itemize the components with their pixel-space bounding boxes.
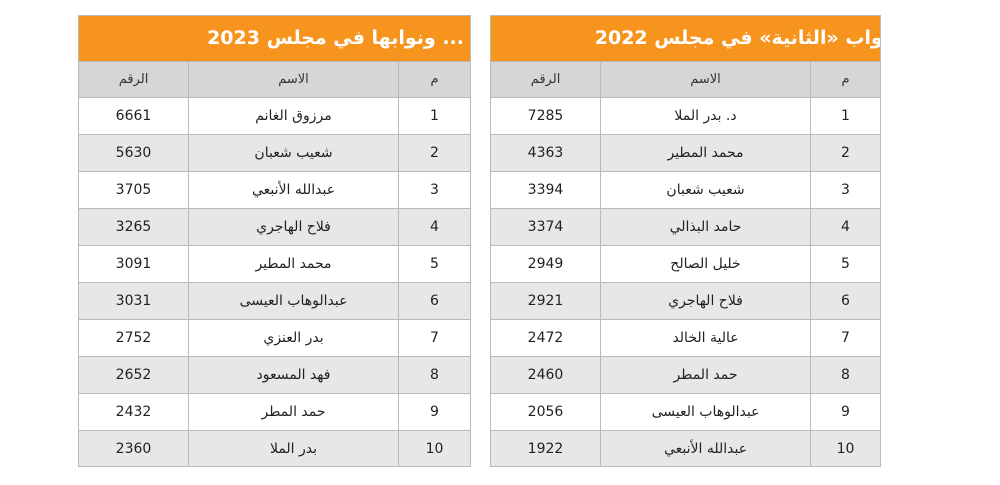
cell-number: 3374 xyxy=(527,219,564,235)
table-row: 3394 شعيب شعبان 3 xyxy=(491,171,880,208)
cell-index: 3 xyxy=(398,172,470,208)
cell-number: 3091 xyxy=(115,256,152,272)
cell-index: 5 xyxy=(810,246,880,282)
cell-number: 3705 xyxy=(115,182,152,198)
table-row: 3265 فلاح الهاجري 4 xyxy=(79,208,470,245)
header-name: الاسم xyxy=(600,62,810,97)
header-name: الاسم xyxy=(188,62,398,97)
cell-number: 5630 xyxy=(115,145,152,161)
cell-number: 2652 xyxy=(115,367,152,383)
cell-number: 2921 xyxy=(527,293,564,309)
table-row: 3031 عبدالوهاب العيسى 6 xyxy=(79,282,470,319)
cell-index: 1 xyxy=(810,98,880,134)
cell-name: مرزوق الغانم xyxy=(188,98,398,134)
cell-index: 4 xyxy=(810,209,880,245)
cell-index: 2 xyxy=(398,135,470,171)
cell-index: 7 xyxy=(810,320,880,356)
cell-index: 9 xyxy=(398,394,470,430)
table-row: 2921 فلاح الهاجري 6 xyxy=(491,282,880,319)
header-number: الرقم xyxy=(530,72,561,87)
table-row: 3091 محمد المطير 5 xyxy=(79,245,470,282)
table-row: 2472 عالية الخالد 7 xyxy=(491,319,880,356)
cell-number: 4363 xyxy=(527,145,564,161)
cell-number: 2472 xyxy=(527,330,564,346)
cell-index: 8 xyxy=(810,357,880,393)
cell-name: بدر العنزي xyxy=(188,320,398,356)
cell-number: 2432 xyxy=(115,404,152,420)
cell-name: فهد المسعود xyxy=(188,357,398,393)
right-results-table: نواب «الثانية» في مجلس 2022 الرقم الاسم … xyxy=(490,15,881,467)
cell-name: بدر الملا xyxy=(188,431,398,466)
cell-index: 10 xyxy=(398,431,470,466)
cell-index: 4 xyxy=(398,209,470,245)
cell-number: 2360 xyxy=(115,441,152,457)
table-row: 3705 عبدالله الأنبعي 3 xyxy=(79,171,470,208)
cell-index: 1 xyxy=(398,98,470,134)
cell-index: 6 xyxy=(810,283,880,319)
table-row: 6661 مرزوق الغانم 1 xyxy=(79,97,470,134)
cell-number: 7285 xyxy=(527,108,564,124)
cell-index: 9 xyxy=(810,394,880,430)
table-row: 2652 فهد المسعود 8 xyxy=(79,356,470,393)
cell-number: 1922 xyxy=(527,441,564,457)
left-table-title: ... ونوابها في مجلس 2023 xyxy=(79,16,470,61)
cell-number: 2949 xyxy=(527,256,564,272)
cell-number: 6661 xyxy=(115,108,152,124)
cell-name: شعيب شعبان xyxy=(600,172,810,208)
cell-name: عبدالوهاب العيسى xyxy=(600,394,810,430)
left-table-rows: 6661 مرزوق الغانم 1 5630 شعيب شعبان 2 3705 عبدا… xyxy=(79,97,470,466)
table-row: 7285 د. بدر الملا 1 xyxy=(491,97,880,134)
cell-name: فلاح الهاجري xyxy=(188,209,398,245)
cell-index: 6 xyxy=(398,283,470,319)
header-number: الرقم xyxy=(118,72,149,87)
cell-index: 2 xyxy=(810,135,880,171)
cell-number: 3031 xyxy=(115,293,152,309)
cell-name: حمد المطر xyxy=(188,394,398,430)
cell-name: حمد المطر xyxy=(600,357,810,393)
left-results-table: ... ونوابها في مجلس 2023 الرقم الاسم م 6… xyxy=(78,15,471,467)
cell-name: محمد المطير xyxy=(600,135,810,171)
cell-name: فلاح الهاجري xyxy=(600,283,810,319)
cell-name: عالية الخالد xyxy=(600,320,810,356)
cell-name: د. بدر الملا xyxy=(600,98,810,134)
right-table-title: نواب «الثانية» في مجلس 2022 xyxy=(491,16,880,61)
table-row: 2360 بدر الملا 10 xyxy=(79,430,470,466)
left-table-header-row: الرقم الاسم م xyxy=(79,61,470,97)
cell-number: 3265 xyxy=(115,219,152,235)
header-index: م xyxy=(810,62,880,97)
cell-name: شعيب شعبان xyxy=(188,135,398,171)
cell-number: 3394 xyxy=(527,182,564,198)
cell-index: 10 xyxy=(810,431,880,466)
table-row: 1922 عبدالله الأنبعي 10 xyxy=(491,430,880,466)
header-index: م xyxy=(398,62,470,97)
table-row: 4363 محمد المطير 2 xyxy=(491,134,880,171)
cell-name: عبدالوهاب العيسى xyxy=(188,283,398,319)
table-row: 2460 حمد المطر 8 xyxy=(491,356,880,393)
right-table-rows: 7285 د. بدر الملا 1 4363 محمد المطير 2 3394 شعي… xyxy=(491,97,880,466)
cell-index: 3 xyxy=(810,172,880,208)
cell-name: خليل الصالح xyxy=(600,246,810,282)
cell-name: حامد البذالي xyxy=(600,209,810,245)
table-row: 2752 بدر العنزي 7 xyxy=(79,319,470,356)
cell-number: 2752 xyxy=(115,330,152,346)
table-row: 2056 عبدالوهاب العيسى 9 xyxy=(491,393,880,430)
cell-index: 7 xyxy=(398,320,470,356)
table-row: 2432 حمد المطر 9 xyxy=(79,393,470,430)
table-row: 3374 حامد البذالي 4 xyxy=(491,208,880,245)
cell-name: عبدالله الأنبعي xyxy=(600,431,810,466)
cell-number: 2056 xyxy=(527,404,564,420)
right-table-header-row: الرقم الاسم م xyxy=(491,61,880,97)
cell-index: 5 xyxy=(398,246,470,282)
cell-name: محمد المطير xyxy=(188,246,398,282)
cell-name: عبدالله الأنبعي xyxy=(188,172,398,208)
cell-number: 2460 xyxy=(527,367,564,383)
table-row: 2949 خليل الصالح 5 xyxy=(491,245,880,282)
table-row: 5630 شعيب شعبان 2 xyxy=(79,134,470,171)
cell-index: 8 xyxy=(398,357,470,393)
